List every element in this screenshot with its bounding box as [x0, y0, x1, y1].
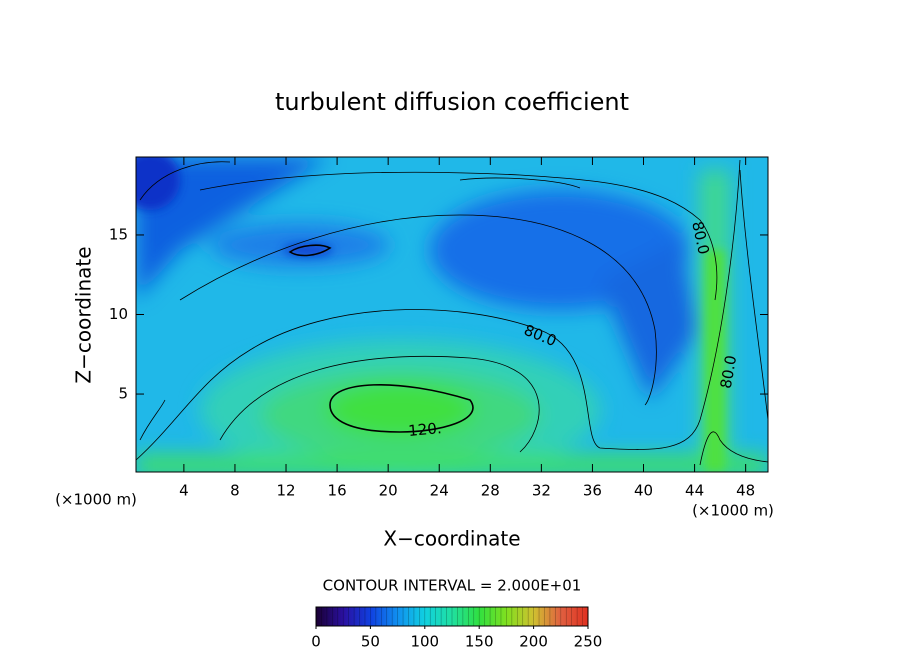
colorbar-tick-label: 200 — [519, 633, 548, 651]
colorbar-tick-label: 100 — [410, 633, 439, 651]
y-tick-label: 15 — [109, 225, 128, 243]
colorbar-tick-label: 150 — [465, 633, 494, 651]
x-axis-label: X−coordinate — [383, 527, 520, 551]
x-tick-label: 8 — [230, 482, 240, 500]
x-tick-label: 12 — [276, 482, 295, 500]
x-tick-label: 24 — [430, 482, 449, 500]
x-tick-label: 44 — [685, 482, 704, 500]
y-axis-label: Z−coordinate — [72, 246, 96, 383]
colorbar-tick-label: 0 — [311, 633, 321, 651]
x-tick-label: 40 — [634, 482, 653, 500]
y-tick-label: 5 — [118, 385, 128, 403]
colorbar-tick-label: 250 — [574, 633, 603, 651]
x-tick-label: 20 — [379, 482, 398, 500]
x-tick-label: 4 — [179, 482, 189, 500]
y-tick-label: 10 — [109, 305, 128, 323]
x-tick-label: 28 — [481, 482, 500, 500]
x-tick-label: 32 — [532, 482, 551, 500]
contour-field — [136, 157, 768, 472]
chart-title: turbulent diffusion coefficient — [275, 88, 629, 116]
colorbar — [315, 606, 589, 627]
x-tick-label: 48 — [736, 482, 755, 500]
colorbar-tick-label: 50 — [361, 633, 380, 651]
contour-interval: CONTOUR INTERVAL = 2.000E+01 — [323, 577, 582, 595]
contour-label: 80.0 — [717, 354, 741, 390]
x-unit-label: (×1000 m) — [692, 502, 774, 520]
contour-label: 120. — [408, 419, 443, 440]
x-unit-label: (×1000 m) — [55, 491, 137, 509]
x-tick-label: 36 — [583, 482, 602, 500]
x-tick-label: 16 — [328, 482, 347, 500]
